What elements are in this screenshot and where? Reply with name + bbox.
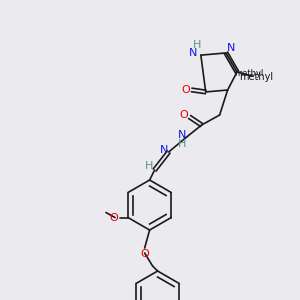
Text: O: O bbox=[179, 110, 188, 120]
Text: O: O bbox=[110, 212, 118, 223]
Text: N: N bbox=[159, 145, 168, 155]
Text: H: H bbox=[144, 161, 153, 171]
Text: O: O bbox=[181, 85, 190, 95]
Text: O: O bbox=[140, 249, 149, 259]
Text: H: H bbox=[177, 139, 186, 149]
Text: methyl: methyl bbox=[234, 70, 264, 79]
Text: H: H bbox=[193, 40, 201, 50]
Text: N: N bbox=[189, 48, 197, 58]
Text: N: N bbox=[227, 43, 235, 53]
Text: N: N bbox=[177, 130, 186, 140]
Text: methyl: methyl bbox=[239, 72, 273, 82]
